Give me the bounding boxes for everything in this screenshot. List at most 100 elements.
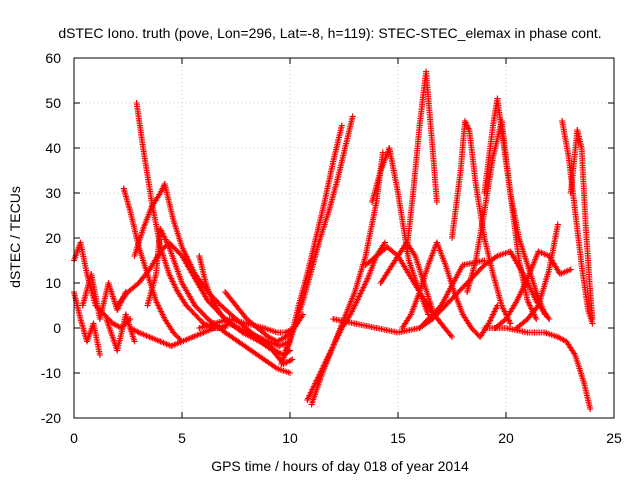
data-point	[79, 302, 86, 309]
data-point	[349, 113, 356, 120]
series-25	[449, 118, 514, 327]
y-tick-label-6: 40	[45, 140, 61, 156]
data-point	[485, 320, 492, 327]
data-point	[449, 334, 455, 340]
series-32-markers	[567, 127, 596, 322]
data-point	[282, 329, 289, 336]
data-point	[384, 244, 391, 250]
data-point	[589, 316, 596, 322]
data-point	[120, 185, 127, 192]
data-point	[351, 320, 358, 327]
data-point	[472, 257, 479, 264]
data-point	[222, 289, 229, 295]
series-3	[103, 311, 138, 354]
data-point	[461, 118, 468, 124]
data-point	[399, 325, 406, 331]
data-point	[373, 325, 380, 331]
data-point	[153, 298, 160, 304]
data-point	[472, 181, 479, 187]
series-13	[196, 316, 298, 336]
data-point	[105, 280, 112, 286]
data-point	[429, 316, 436, 322]
data-point	[490, 271, 497, 277]
data-point	[362, 253, 369, 259]
data-point	[578, 145, 585, 151]
data-point	[442, 262, 449, 268]
data-point	[425, 311, 432, 318]
data-point	[578, 262, 585, 268]
data-point	[559, 118, 566, 124]
data-point	[481, 190, 488, 196]
data-point	[131, 253, 138, 259]
data-point	[179, 280, 185, 286]
data-point	[541, 311, 548, 318]
data-point	[580, 379, 587, 385]
data-point	[157, 226, 164, 232]
data-point	[464, 289, 471, 295]
data-point	[466, 127, 473, 133]
data-point	[494, 95, 501, 102]
data-point	[338, 122, 345, 129]
data-point	[535, 302, 542, 309]
data-point	[468, 325, 475, 331]
data-point	[459, 311, 466, 318]
data-point	[183, 302, 190, 309]
series-27-markers	[481, 95, 548, 318]
data-point	[146, 334, 153, 340]
data-point	[274, 365, 281, 372]
data-point	[287, 370, 293, 376]
data-point	[90, 320, 97, 327]
data-point	[166, 271, 173, 277]
data-point	[248, 347, 255, 354]
x-tick-label-0: 0	[70, 430, 78, 446]
data-point	[395, 190, 401, 196]
data-point	[278, 361, 285, 367]
data-point	[125, 289, 131, 295]
data-point	[410, 190, 417, 196]
data-point	[191, 302, 198, 309]
data-point	[425, 262, 432, 268]
data-point	[96, 316, 103, 322]
data-point	[308, 401, 315, 408]
data-point	[572, 352, 579, 358]
data-point	[83, 338, 90, 345]
data-point	[459, 262, 466, 268]
y-tick-label-8: 60	[45, 50, 61, 66]
data-point	[572, 208, 579, 214]
data-point	[114, 302, 121, 309]
data-point	[395, 329, 401, 336]
data-point	[535, 248, 542, 255]
data-point	[211, 320, 218, 327]
series-29	[513, 221, 561, 331]
data-point	[146, 266, 153, 273]
data-point	[567, 190, 574, 196]
data-point	[135, 329, 142, 336]
data-point	[490, 122, 497, 129]
data-point	[524, 316, 531, 322]
data-point	[196, 253, 203, 259]
data-point	[179, 253, 185, 259]
data-point	[133, 100, 140, 106]
data-point	[269, 347, 276, 354]
data-point	[477, 334, 484, 340]
data-point	[226, 316, 233, 322]
data-point	[304, 397, 311, 403]
data-point	[334, 176, 341, 183]
data-point	[330, 158, 337, 165]
data-point	[235, 325, 242, 331]
data-point	[157, 190, 164, 196]
data-point	[524, 329, 531, 336]
data-point	[202, 280, 209, 286]
data-point	[582, 226, 589, 232]
data-point	[140, 145, 147, 151]
y-tick-label-0: -20	[41, 410, 61, 426]
data-point	[179, 244, 185, 250]
data-point	[351, 289, 358, 295]
data-point	[503, 316, 509, 322]
data-point	[233, 302, 239, 309]
data-point	[131, 338, 138, 345]
data-point	[276, 343, 283, 349]
data-point	[261, 356, 268, 363]
data-point	[170, 217, 177, 223]
data-point	[148, 203, 155, 210]
